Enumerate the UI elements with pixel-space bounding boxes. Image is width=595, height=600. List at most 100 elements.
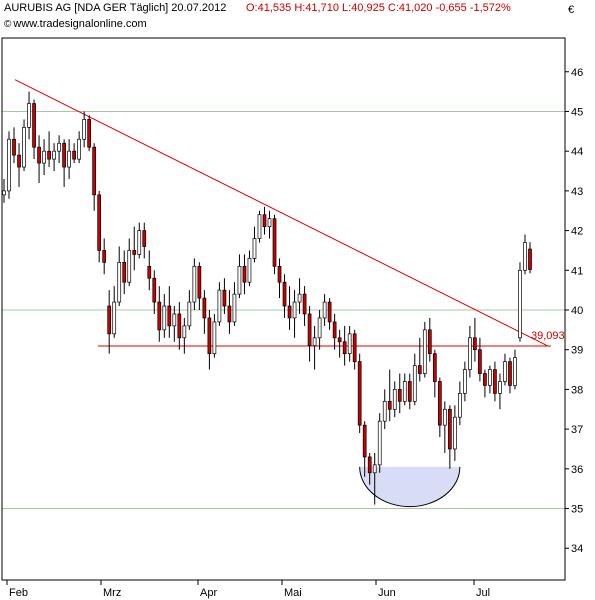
x-tick-label: Feb <box>9 587 28 599</box>
y-tick-label: 45 <box>571 106 583 118</box>
y-tick-label: 41 <box>571 265 583 277</box>
candle-body-down <box>427 329 432 355</box>
candle-body-up <box>192 265 197 303</box>
candle-body-down <box>362 424 367 458</box>
candle-body-down <box>302 293 307 315</box>
candle-body-up <box>503 361 507 382</box>
candle-body-down <box>407 381 412 402</box>
candle-body-up <box>257 214 262 239</box>
y-tick-label: 43 <box>571 186 583 198</box>
candle-body-up <box>453 416 457 450</box>
candle-body-down <box>332 321 337 339</box>
candle-body-down <box>447 408 452 450</box>
candle-body-up <box>67 150 71 168</box>
candle-body-down <box>72 150 76 160</box>
x-tick-label: Apr <box>200 587 217 599</box>
candle-body-up <box>488 369 492 386</box>
candle-body-down <box>327 301 332 323</box>
candle-body-down <box>242 265 247 283</box>
candle-body-up <box>112 301 117 335</box>
candle-body-up <box>187 301 192 327</box>
y-tick-label: 35 <box>571 504 583 516</box>
candle-body-up <box>312 337 317 347</box>
candle-body-down <box>177 313 182 339</box>
candle-body-up <box>57 142 61 152</box>
y-tick-label: 36 <box>571 464 583 476</box>
y-tick-label: 37 <box>571 424 583 436</box>
candle-body-up <box>7 138 11 192</box>
candle-body-up <box>182 325 187 339</box>
candle-body-down <box>202 297 207 319</box>
y-tick-label: 42 <box>571 226 583 238</box>
candle-body-up <box>27 103 31 128</box>
candle-body-down <box>277 265 282 283</box>
candle-body-down <box>87 119 92 148</box>
candle-body-down <box>508 361 512 386</box>
candle-body-up <box>402 381 407 402</box>
candle-body-down <box>437 381 442 426</box>
candle-body-down <box>207 317 212 355</box>
candle-body-up <box>518 269 522 339</box>
chart-title: AURUBIS AG [NDA GER Täglich] 20.07.2012 <box>4 2 227 14</box>
candle-body-up <box>458 393 462 418</box>
source-url: www.tradesignalonline.com <box>13 18 147 30</box>
y-tick-label: 34 <box>571 543 583 555</box>
candle-body-down <box>17 154 21 168</box>
candle-body-down <box>102 250 107 263</box>
candle-body-up <box>237 265 242 295</box>
candle-body-down <box>157 301 162 331</box>
candle-body-up <box>2 190 6 196</box>
candle-body-down <box>367 456 372 474</box>
candle-body-down <box>197 265 202 299</box>
candle-body-up <box>463 369 467 394</box>
rounding-bottom-arc <box>359 466 461 508</box>
y-axis: 34 35 36 37 38 39 40 41 42 43 44 45 46 <box>565 67 583 555</box>
candle-body-up <box>212 321 217 355</box>
candle-body-up <box>217 289 222 323</box>
candle-body-down <box>132 250 137 255</box>
candle-body-down <box>473 337 477 351</box>
candle-body-up <box>117 262 122 303</box>
candle-body-up <box>162 305 167 331</box>
candle-body-up <box>247 258 252 283</box>
candle-body-up <box>52 150 56 160</box>
candle-body-up <box>137 230 142 255</box>
candle-body-up <box>127 250 132 283</box>
copyright-icon: © <box>4 19 12 30</box>
candle-body-up <box>77 138 81 160</box>
x-tick-label: Jul <box>476 587 490 599</box>
grid-lines <box>2 110 565 510</box>
candle-body-up <box>267 218 272 227</box>
chart-overlays: 39,093 <box>14 79 565 508</box>
candle-body-down <box>62 142 66 168</box>
chart-frame <box>1 37 566 581</box>
candle-body-down <box>307 313 312 347</box>
support-level-label: 39,093 <box>531 330 565 342</box>
resistance-trendline <box>14 79 549 347</box>
candle-body-up <box>422 329 427 374</box>
candle-body-up <box>322 301 327 319</box>
candle-body-up <box>392 389 397 410</box>
y-tick-label: 40 <box>571 305 583 317</box>
candle-body-down <box>92 146 97 196</box>
candle-body-down <box>37 146 41 164</box>
candle-body-down <box>227 305 232 323</box>
candle-body-down <box>142 230 147 247</box>
y-tick-label: 44 <box>571 146 583 158</box>
currency-label: € <box>568 4 575 16</box>
candle-body-down <box>352 333 357 362</box>
candle-body-up <box>347 333 352 355</box>
x-tick-label: Jun <box>378 587 396 599</box>
candle-body-down <box>493 369 497 394</box>
candle-body-down <box>97 194 102 251</box>
candle-body-up <box>513 357 517 386</box>
candle-body-down <box>342 341 347 355</box>
candle-body-down <box>122 262 127 283</box>
candle-body-up <box>297 293 302 303</box>
x-axis: Feb Mrz Apr Mai Jun Jul <box>6 580 490 599</box>
candle-body-up <box>382 400 387 422</box>
candle-body-down <box>167 305 172 327</box>
candle-body-up <box>42 150 46 164</box>
